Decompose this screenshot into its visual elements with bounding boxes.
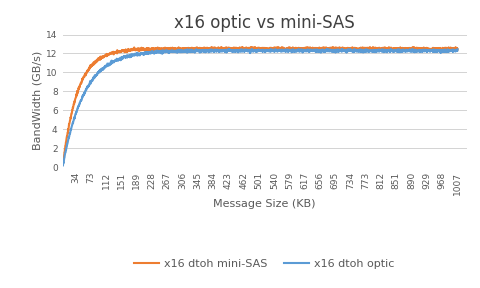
X-axis label: Message Size (KB): Message Size (KB) bbox=[213, 199, 315, 209]
x16 dtoh optic bbox=[442, 49, 448, 52]
x16 dtoh mini-SAS bbox=[443, 46, 448, 50]
x16 dtoh optic bbox=[252, 48, 257, 52]
Line: x16 dtoh optic: x16 dtoh optic bbox=[62, 49, 456, 166]
x16 dtoh optic bbox=[241, 49, 247, 53]
x16 dtoh mini-SAS bbox=[80, 77, 85, 80]
x16 dtoh optic bbox=[370, 50, 376, 53]
x16 dtoh mini-SAS bbox=[442, 47, 448, 51]
Line: x16 dtoh mini-SAS: x16 dtoh mini-SAS bbox=[62, 47, 456, 165]
Y-axis label: BandWidth (GB/s): BandWidth (GB/s) bbox=[32, 51, 42, 150]
x16 dtoh optic bbox=[443, 50, 448, 53]
x16 dtoh optic bbox=[454, 48, 459, 51]
x16 dtoh mini-SAS bbox=[370, 46, 376, 50]
x16 dtoh mini-SAS bbox=[175, 46, 181, 49]
x16 dtoh optic bbox=[227, 48, 232, 51]
x16 dtoh optic bbox=[60, 164, 65, 168]
x16 dtoh mini-SAS bbox=[60, 163, 65, 166]
x16 dtoh optic bbox=[80, 94, 85, 98]
Legend: x16 dtoh mini-SAS, x16 dtoh optic: x16 dtoh mini-SAS, x16 dtoh optic bbox=[130, 255, 398, 274]
Title: x16 optic vs mini-SAS: x16 optic vs mini-SAS bbox=[174, 14, 354, 32]
x16 dtoh mini-SAS bbox=[241, 47, 247, 50]
x16 dtoh mini-SAS bbox=[252, 46, 257, 49]
x16 dtoh mini-SAS bbox=[454, 48, 459, 51]
